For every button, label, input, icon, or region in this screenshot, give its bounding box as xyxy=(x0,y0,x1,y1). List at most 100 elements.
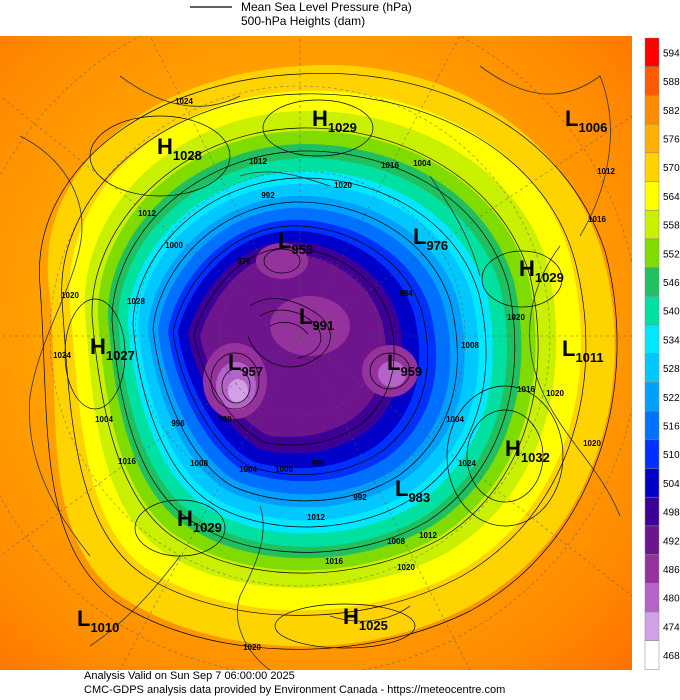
colorbar-label-558: 558 xyxy=(663,221,680,232)
isobar-label: 1012 xyxy=(597,167,615,176)
colorbar-swatch-588 xyxy=(644,66,660,96)
colorbar-label-588: 588 xyxy=(663,77,680,88)
colorbar-label-504: 504 xyxy=(663,479,680,490)
colorbar-label-486: 486 xyxy=(663,565,680,576)
low-pressure-center: L976 xyxy=(413,224,448,253)
isobar-label: 1016 xyxy=(381,161,399,170)
high-pressure-center: H1025 xyxy=(343,604,388,633)
isobar-labels: 1024 1012 1020 1016 1004 992 1012 1020 1000 976 10… xyxy=(53,97,615,652)
isobar-label: 1024 xyxy=(175,97,193,106)
isobar-label: 1000 xyxy=(275,465,293,474)
isobar-label: 1020 xyxy=(334,181,352,190)
footer: Analysis Valid on Sun Sep 7 06:00:00 202… xyxy=(0,670,680,700)
isobar-label: 1008 xyxy=(387,537,405,546)
colorbar-swatch-564 xyxy=(644,181,660,211)
isobar-label: 1008 xyxy=(461,341,479,350)
isobar-label: 1020 xyxy=(546,389,564,398)
colorbar-label-594: 594 xyxy=(663,48,680,59)
legend-mslp-label: Mean Sea Level Pressure (hPa) xyxy=(241,0,412,14)
colorbar-swatch-540 xyxy=(644,296,660,326)
low-pressure-center: L959 xyxy=(387,350,422,379)
isobar-label: 1020 xyxy=(243,643,261,652)
isobar-label: 992 xyxy=(261,191,275,200)
isobar-label: 1012 xyxy=(249,157,267,166)
low-pressure-center: L983 xyxy=(395,476,430,505)
isobar-label: 1024 xyxy=(458,459,476,468)
colorbar-canvas: 594 588 582 576 570 564 558 552 546 540 534 528 522 5… xyxy=(644,37,680,670)
latitude-longitude-grid xyxy=(0,36,632,670)
colorbar-label-516: 516 xyxy=(663,421,680,432)
colorbar-swatch-492 xyxy=(644,525,660,555)
colorbar-swatch-516 xyxy=(644,410,660,441)
colorbar-label-498: 498 xyxy=(663,508,680,519)
colorbar-swatch-474 xyxy=(644,611,660,641)
colorbar-label-564: 564 xyxy=(663,192,680,203)
low-pressure-center: L1006 xyxy=(565,106,607,135)
high-pressure-center: H1029 xyxy=(177,506,222,535)
low-pressure-center: L953 xyxy=(278,228,313,257)
colorbar-swatch-558 xyxy=(644,209,660,240)
low-pressure-center: L1010 xyxy=(77,606,119,635)
isobar-label: 1000 xyxy=(165,241,183,250)
isobars xyxy=(39,73,618,650)
colorbar-label-570: 570 xyxy=(663,163,680,174)
colorbar-swatch-480 xyxy=(644,583,660,613)
isobar-label: 992 xyxy=(353,493,367,502)
colorbar-swatch-594 xyxy=(644,37,660,67)
high-pressure-center: H1029 xyxy=(312,106,357,135)
isobar-label: 1012 xyxy=(138,209,156,218)
colorbar-swatch-576 xyxy=(644,123,660,154)
colorbar-label-468: 468 xyxy=(663,651,680,662)
colorbar-label-480: 480 xyxy=(663,594,680,605)
isobar-label: 984 xyxy=(399,289,413,298)
pressure-centers: H1028 H1029 L1006 L953 L976 H1029 H1027 L991 L95… xyxy=(77,106,607,635)
colorbar-swatch-510 xyxy=(644,439,660,469)
data-credit-text: CMC-GDPS analysis data provided by Envir… xyxy=(84,684,506,696)
colorbar-label-528: 528 xyxy=(663,364,680,375)
isobar-label: 996 xyxy=(171,419,185,428)
valid-time-text: Analysis Valid on Sun Sep 7 06:00:00 202… xyxy=(84,670,295,682)
colorbar-swatch-570 xyxy=(644,152,660,182)
high-pressure-center: H1027 xyxy=(90,334,135,363)
colorbar-label-534: 534 xyxy=(663,335,680,346)
coastlines xyxy=(19,65,621,670)
isobar-label: 1020 xyxy=(397,563,415,572)
colorbar-label-576: 576 xyxy=(663,134,680,145)
colorbar-swatch-498 xyxy=(644,496,660,527)
isobar-label: 1004 xyxy=(239,465,257,474)
colorbar-swatch-522 xyxy=(644,382,660,412)
isobar-label: 1012 xyxy=(307,513,325,522)
colorbar-swatch-534 xyxy=(644,324,660,354)
isobar-label: 1016 xyxy=(118,457,136,466)
isobar-label: 976 xyxy=(237,257,251,266)
colorbar-label-582: 582 xyxy=(663,106,680,117)
isobar-label: 1020 xyxy=(61,291,79,300)
colorbar-swatch-546 xyxy=(644,267,660,297)
isobar-label: 1004 xyxy=(413,159,431,168)
isobar-label: 1020 xyxy=(507,313,525,322)
legend-heights-label: 500-hPa Heights (dam) xyxy=(241,14,366,28)
colorbar-swatch-582 xyxy=(644,95,660,125)
isobar-label: 1012 xyxy=(419,531,437,540)
colorbar-swatch-504 xyxy=(644,468,660,498)
isobar-label: 1004 xyxy=(95,415,113,424)
weather-map: 1024 1012 1020 1016 1004 992 1012 1020 1000 976 10… xyxy=(0,36,632,670)
isobar-label: 1016 xyxy=(517,385,535,394)
colorbar-label-510: 510 xyxy=(663,450,680,461)
isobar-label: 1020 xyxy=(583,439,601,448)
height-colorbar: 594 588 582 576 570 564 558 552 546 540 534 528 522 5… xyxy=(632,36,680,670)
isobar-label: 1028 xyxy=(127,297,145,306)
colorbar-label-492: 492 xyxy=(663,536,680,547)
low-pressure-center: L991 xyxy=(299,304,334,333)
colorbar-label-540: 540 xyxy=(663,307,680,318)
colorbar-swatch-552 xyxy=(644,238,660,268)
isobar-label: 996 xyxy=(311,459,325,468)
high-pressure-center: H1029 xyxy=(519,256,564,285)
isobar-label: 1024 xyxy=(53,351,71,360)
map-legend: Mean Sea Level Pressure (hPa) 500-hPa He… xyxy=(0,0,680,36)
colorbar-label-474: 474 xyxy=(663,622,680,633)
low-pressure-center: L957 xyxy=(228,350,263,379)
isobar-label: 1016 xyxy=(588,215,606,224)
isobar-label: 1008 xyxy=(190,459,208,468)
map-canvas: 1024 1012 1020 1016 1004 992 1012 1020 1000 976 10… xyxy=(0,36,632,670)
